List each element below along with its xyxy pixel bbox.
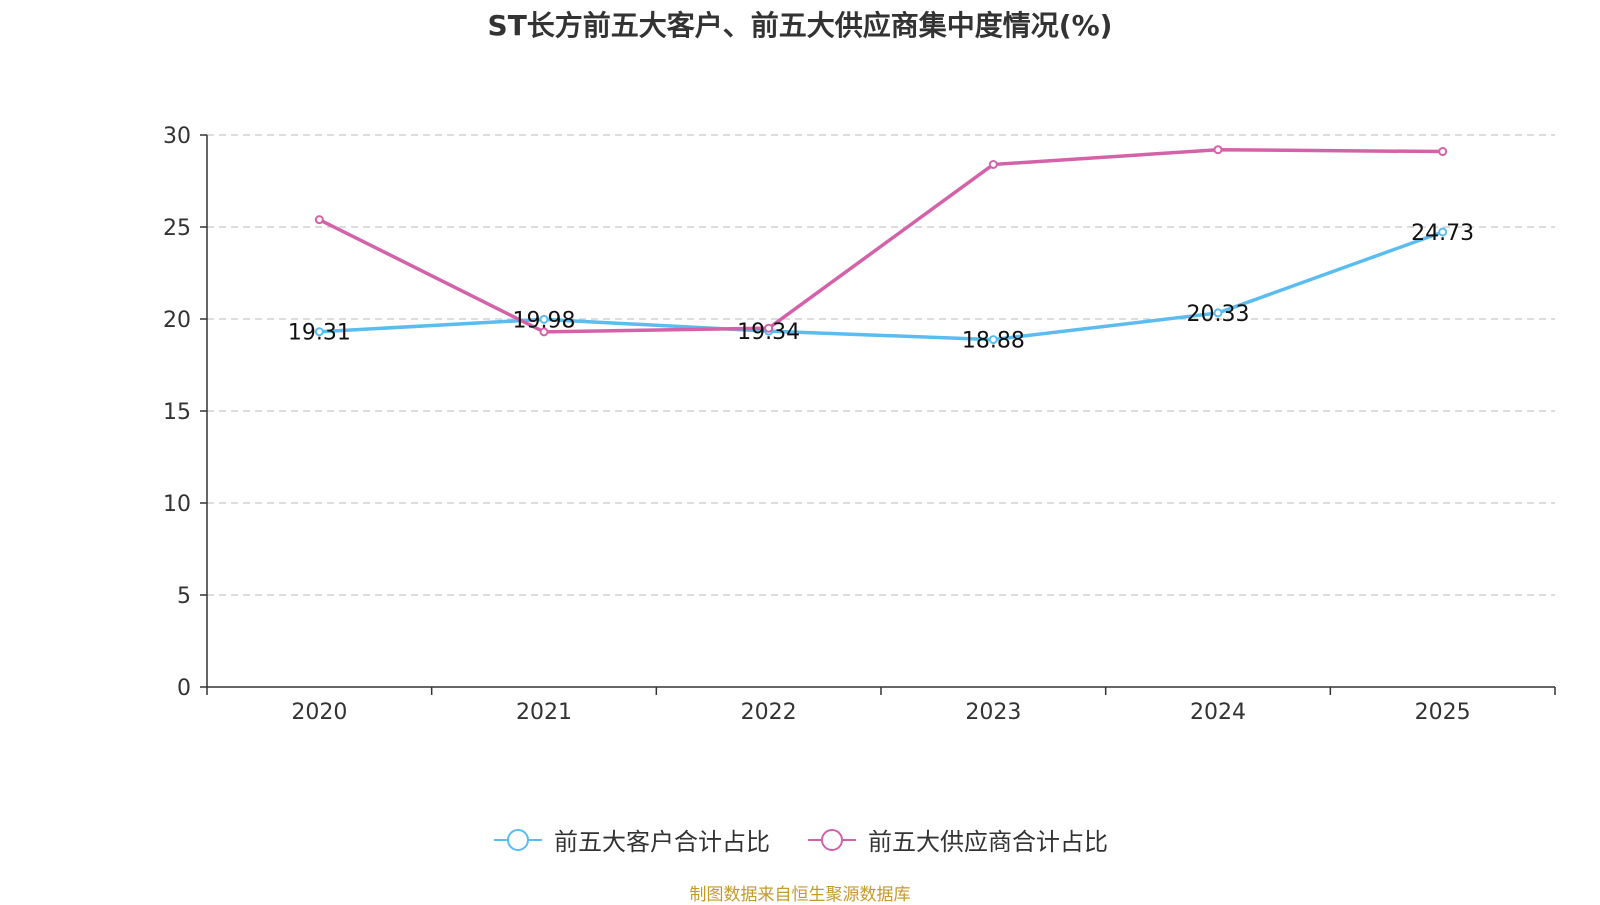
y-tick-label-0: 0 <box>177 676 191 701</box>
x-tick-label-2025: 2025 <box>1415 700 1471 725</box>
data-label-0-2022: 19.34 <box>737 320 800 345</box>
x-tick-label-2020: 2020 <box>291 700 347 725</box>
series-0-point-2021 <box>539 314 549 324</box>
y-tick-label-10: 10 <box>163 492 191 517</box>
series-1-point-2020 <box>314 215 324 225</box>
y-tick-label-25: 25 <box>163 216 191 241</box>
x-tick-label-2023: 2023 <box>965 700 1021 725</box>
series-line-1 <box>318 147 1443 334</box>
data-label-0-2025: 24.73 <box>1411 221 1474 246</box>
data-label-0-2024: 20.33 <box>1187 302 1250 327</box>
legend-marker-suppliers-icon <box>808 828 856 851</box>
legend-item-suppliers[interactable]: 前五大供应商合计占比 <box>806 822 1108 857</box>
source-footnote: 制图数据来自恒生聚源数据库 <box>689 885 911 905</box>
legend-label-suppliers: 前五大供应商合计占比 <box>868 828 1108 856</box>
series-1-point-2021 <box>539 327 549 337</box>
legend-item-customers[interactable]: 前五大客户合计占比 <box>492 822 770 857</box>
series-0-point-2020 <box>314 327 324 337</box>
legend-label-customers: 前五大客户合计占比 <box>554 828 770 856</box>
legend: 前五大客户合计占比 前五大供应商合计占比 <box>0 822 1600 857</box>
y-tick-label-15: 15 <box>163 400 191 425</box>
data-label-0-2021: 19.98 <box>513 308 576 333</box>
series-0-point-2023 <box>988 335 998 345</box>
series-1-point-2022 <box>764 323 774 333</box>
chart-title: ST长方前五大客户、前五大供应商集中度情况(%) <box>487 9 1113 42</box>
y-tick-label-5: 5 <box>177 584 191 609</box>
y-tick-label-30: 30 <box>163 124 191 149</box>
series-line-0 <box>319 230 1444 342</box>
legend-marker-customers-icon <box>494 828 542 851</box>
series-0-point-2024 <box>1213 308 1223 318</box>
x-tick-label-2021: 2021 <box>516 700 572 725</box>
y-tick-label-20: 20 <box>163 308 191 333</box>
series-1-point-2023 <box>988 159 998 169</box>
data-label-0-2020: 19.31 <box>288 321 351 346</box>
x-tick-label-2022: 2022 <box>741 700 797 725</box>
series-1-point-2024 <box>1213 145 1223 155</box>
data-label-0-2023: 18.88 <box>962 329 1025 354</box>
series-0-point-2025 <box>1438 227 1448 237</box>
series-1-point-2025 <box>1438 147 1448 157</box>
x-tick-label-2024: 2024 <box>1190 700 1246 725</box>
